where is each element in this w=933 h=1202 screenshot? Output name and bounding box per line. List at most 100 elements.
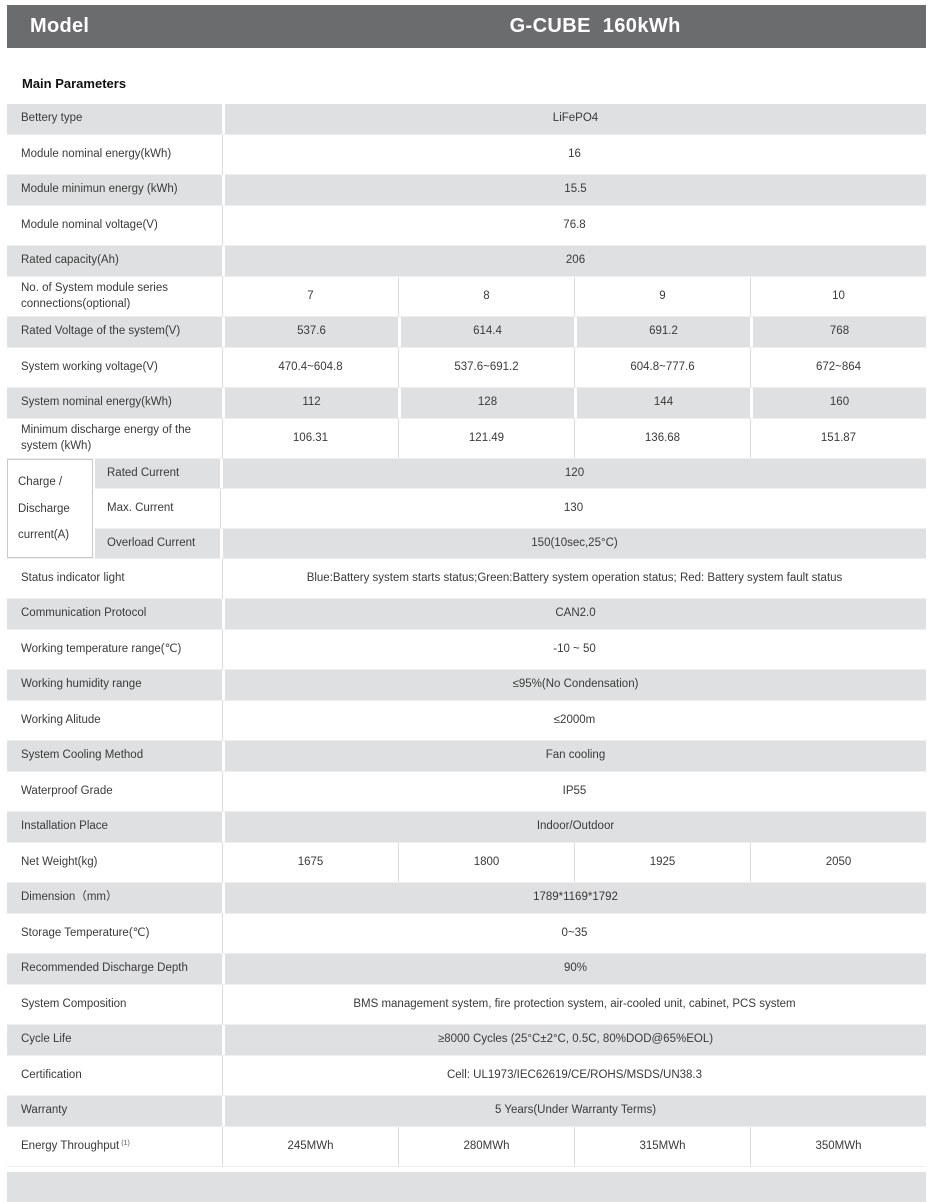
row-label: Module nominal energy(kWh)	[7, 135, 222, 174]
row-label: Energy Throughput (1)	[7, 1127, 222, 1166]
spec-row: Bettery type LiFePO4	[7, 104, 926, 134]
row-label: Rated capacity(Ah)	[7, 246, 222, 276]
row-value: ≤95%(No Condensation)	[222, 670, 926, 701]
spec-row: Working Alitude ≤2000m	[7, 700, 926, 742]
row-label: Dimension（mm）	[7, 883, 222, 913]
row-value: 1675	[222, 843, 398, 883]
row-label-text: Module minimun energy (kWh)	[21, 183, 178, 196]
subrow-value: 130	[220, 489, 926, 529]
row-value: 16	[222, 135, 926, 174]
charge-discharge-group: Charge / Discharge current(A) Rated Current…	[7, 459, 926, 559]
row-label-text: Recommended Discharge Depth	[21, 962, 188, 975]
row-value: LiFePO4	[222, 104, 926, 134]
charge-discharge-label-line: Charge /	[18, 476, 63, 489]
charge-discharge-label-line: Discharge	[18, 502, 70, 515]
spec-row: Certification Cell: UL1973/IEC62619/CE/RO…	[7, 1055, 926, 1097]
spec-row: No. of System module series connections(…	[7, 276, 926, 318]
spec-row: Rated capacity(Ah) 206	[7, 246, 926, 276]
row-value: 128	[398, 388, 574, 419]
row-value: 106.31	[222, 419, 398, 459]
row-label-text: Net Weight(kg)	[21, 855, 98, 868]
row-value: 90%	[222, 954, 926, 985]
row-label-text: Cycle Life	[21, 1033, 72, 1046]
row-value: 10	[750, 277, 926, 317]
row-label: Rated Voltage of the system(V)	[7, 317, 222, 347]
spec-row: Working temperature range(℃) -10 ~ 50	[7, 629, 926, 671]
row-value: 350MWh	[750, 1127, 926, 1167]
row-label-text: System Cooling Method	[21, 749, 144, 762]
spec-row: Storage Temperature(℃) 0~35	[7, 913, 926, 955]
subrow-label: Rated Current	[107, 466, 180, 479]
row-value: 245MWh	[222, 1127, 398, 1167]
row-label-text: System working voltage(V)	[21, 360, 158, 373]
row-value: 1789*1169*1792	[222, 883, 926, 914]
spec-row: Waterproof Grade IP55	[7, 771, 926, 813]
row-label: Minimum discharge energy of the system (…	[7, 419, 222, 458]
spec-row: System Composition BMS management system,…	[7, 984, 926, 1026]
spec-row: Energy Throughput (1) 245MWh 280MWh 315MWh 35…	[7, 1126, 926, 1168]
row-value: 76.8	[222, 206, 926, 245]
row-label: System nominal energy(kWh)	[7, 388, 222, 418]
row-value: CAN2.0	[222, 599, 926, 630]
row-value: 672~864	[750, 348, 926, 388]
row-value: 206	[222, 246, 926, 276]
section-title: Main Parameters	[22, 76, 127, 91]
spec-row: Rated Voltage of the system(V) 537.6 614.4…	[7, 317, 926, 348]
spec-subrow: Overload Current 150(10sec,25°C)	[95, 529, 926, 559]
row-label-text: Storage Temperature(℃)	[21, 926, 150, 939]
spec-row: Module nominal voltage(V) 76.8	[7, 205, 926, 246]
row-value: -10 ~ 50	[222, 630, 926, 670]
row-value: ≤2000m	[222, 701, 926, 741]
spec-table: Bettery type LiFePO4 Module nominal energy…	[7, 104, 926, 1168]
spec-row: System working voltage(V) 470.4~604.8 537.…	[7, 347, 926, 389]
spec-row: System nominal energy(kWh) 112 128 144 160	[7, 388, 926, 419]
row-label: Cycle Life	[7, 1025, 222, 1055]
row-value: 470.4~604.8	[222, 348, 398, 388]
row-label: Storage Temperature(℃)	[7, 914, 222, 953]
row-value: 1925	[574, 843, 750, 883]
row-label-text: Installation Place	[21, 820, 108, 833]
row-value: 691.2	[574, 317, 750, 348]
row-value: 537.6	[222, 317, 398, 348]
row-label-text: System Composition	[21, 997, 127, 1010]
row-value: 151.87	[750, 419, 926, 459]
spec-row: Installation Place Indoor/Outdoor	[7, 812, 926, 843]
row-label-text: Status indicator light	[21, 571, 125, 584]
row-value: 315MWh	[574, 1127, 750, 1167]
spec-row: System Cooling Method Fan cooling	[7, 741, 926, 772]
row-label-text: Energy Throughput	[21, 1139, 120, 1152]
row-value: 5 Years(Under Warranty Terms)	[222, 1096, 926, 1127]
row-value: 136.68	[574, 419, 750, 459]
row-value: 1800	[398, 843, 574, 883]
row-value: 768	[750, 317, 926, 348]
row-label: Installation Place	[7, 812, 222, 842]
row-label: Communication Protocol	[7, 599, 222, 629]
row-label: Module minimun energy (kWh)	[7, 175, 222, 205]
charge-discharge-label: Charge / Discharge current(A)	[7, 459, 93, 559]
row-label-text: Minimum discharge energy of the system (…	[21, 424, 192, 452]
row-label: Warranty	[7, 1096, 222, 1126]
spec-row: Module nominal energy(kWh) 16	[7, 134, 926, 175]
row-value: 160	[750, 388, 926, 419]
spec-row: Communication Protocol CAN2.0	[7, 599, 926, 630]
charge-discharge-subrows: Rated Current 120 Max. Current 130 Overload …	[95, 459, 926, 559]
row-value: 112	[222, 388, 398, 419]
row-label: System Composition	[7, 985, 222, 1024]
row-label: Working temperature range(℃)	[7, 630, 222, 669]
row-value: Indoor/Outdoor	[222, 812, 926, 843]
row-value: 604.8~777.6	[574, 348, 750, 388]
row-value: 144	[574, 388, 750, 419]
row-label: Status indicator light	[7, 559, 222, 598]
subrow-value: 120	[220, 459, 926, 489]
row-value: 537.6~691.2	[398, 348, 574, 388]
row-label-text: Working Alitude	[21, 713, 101, 726]
spec-row: Cycle Life ≥8000 Cycles (25°C±2°C, 0.5C, …	[7, 1025, 926, 1056]
row-value: 614.4	[398, 317, 574, 348]
row-label-text: Working temperature range(℃)	[21, 642, 182, 655]
row-value: Cell: UL1973/IEC62619/CE/ROHS/MSDS/UN38.…	[222, 1056, 926, 1096]
spec-sheet: Model G-CUBE 160kWh Main Parameters Bett…	[7, 5, 926, 1202]
row-value: 0~35	[222, 914, 926, 954]
row-value: 7	[222, 277, 398, 317]
row-label-text: Module nominal voltage(V)	[21, 218, 158, 231]
row-label-text: Communication Protocol	[21, 607, 147, 620]
